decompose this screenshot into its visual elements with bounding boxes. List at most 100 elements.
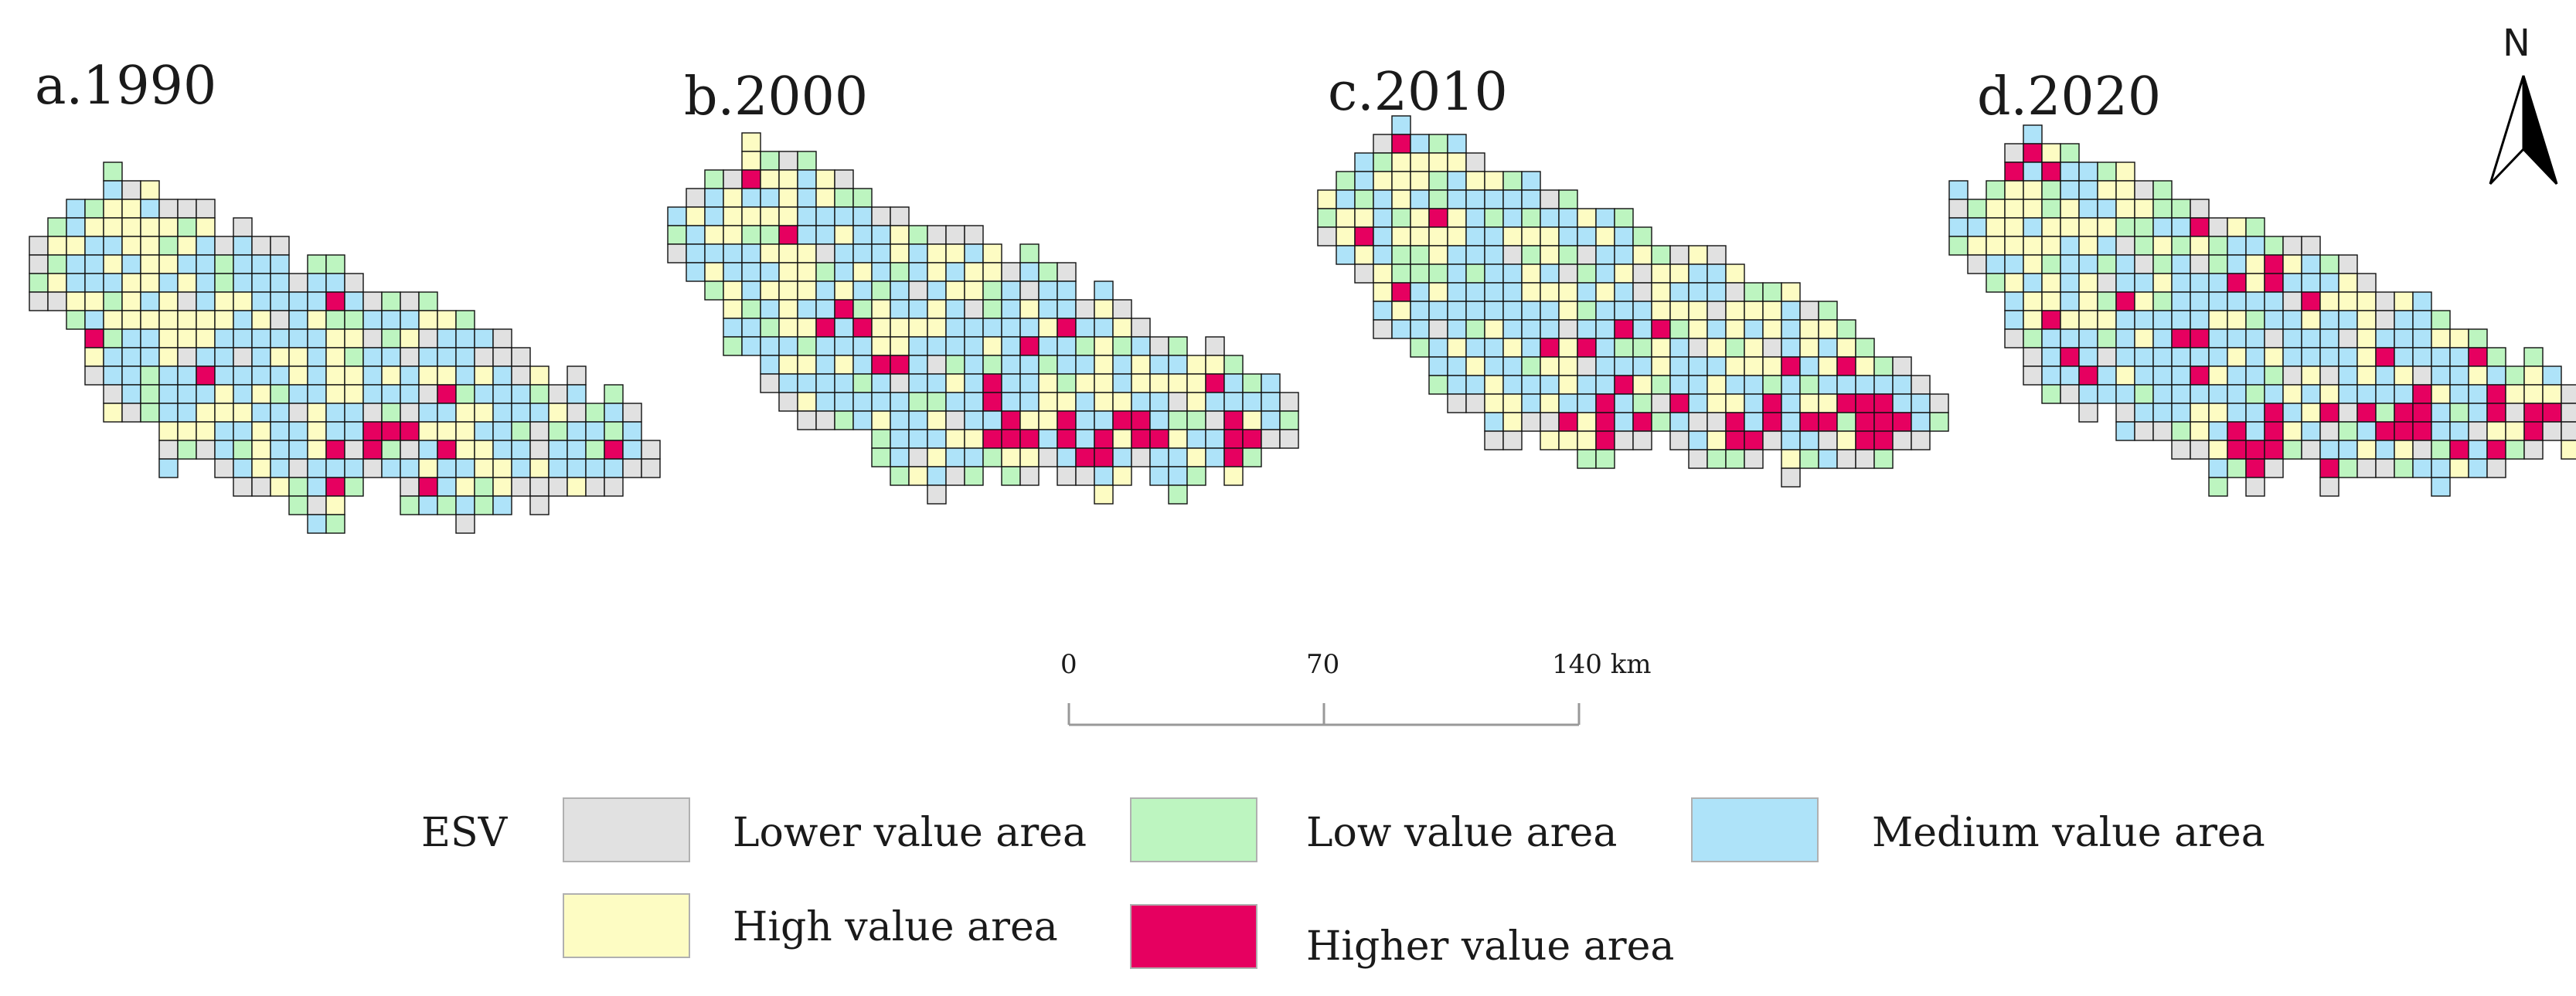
grid-cell-medium (815, 355, 835, 375)
grid-cell-high (1168, 373, 1188, 393)
grid-cell-high (2264, 347, 2284, 367)
grid-cell-higher (778, 225, 798, 245)
grid-cell-high (344, 328, 364, 348)
grid-cell-low (1744, 282, 1764, 302)
grid-cell-medium (1614, 412, 1634, 432)
grid-cell-medium (158, 458, 179, 478)
grid-cell-low (1336, 171, 1356, 191)
grid-cell-low (1558, 245, 1578, 265)
grid-cell-high (121, 291, 141, 311)
grid-cell-medium (1057, 355, 1077, 375)
grid-cell-medium (2375, 384, 2395, 404)
grid-cell-high (214, 291, 234, 311)
grid-cell-medium (1484, 263, 1504, 284)
grid-cell-high (834, 280, 854, 301)
grid-cell-medium (1873, 375, 1894, 395)
grid-cell-high (2134, 291, 2154, 311)
grid-cell-lower (2134, 254, 2154, 274)
grid-cell-medium (2171, 403, 2191, 423)
grid-cell-medium (1465, 245, 1485, 265)
grid-cell-high (2152, 273, 2173, 293)
grid-cell-high (418, 365, 438, 386)
grid-cell-high (778, 243, 798, 263)
grid-cell-low (982, 447, 1002, 467)
grid-cell-low (103, 328, 123, 348)
grid-cell-medium (1149, 392, 1169, 412)
grid-cell-medium (214, 440, 234, 460)
grid-cell-medium (2319, 347, 2339, 367)
grid-cell-higher (1725, 430, 1745, 450)
grid-cell-low (418, 291, 438, 311)
grid-cell-higher (362, 421, 383, 441)
grid-cell-lower (1373, 134, 1393, 154)
grid-cell-medium (927, 280, 947, 301)
grid-cell-medium (1410, 301, 1430, 321)
grid-cell-medium (1911, 412, 1931, 432)
grid-cell-medium (2208, 347, 2228, 367)
grid-cell-lower (1373, 319, 1393, 339)
grid-cell-high (1317, 189, 1337, 209)
grid-cell-medium (400, 310, 420, 330)
grid-cell-medium (270, 458, 290, 478)
grid-cell-low (797, 151, 817, 171)
grid-cell-high (121, 217, 141, 237)
grid-cell-lower (270, 310, 290, 330)
grid-cell-lower (908, 280, 928, 301)
grid-cell-low (2245, 384, 2265, 404)
grid-cell-high (945, 243, 965, 263)
grid-cell-low (1186, 410, 1206, 430)
grid-cell-lower (400, 347, 420, 367)
grid-cell-high (2282, 421, 2302, 441)
grid-cell-medium (585, 458, 605, 478)
grid-cell-medium (103, 236, 123, 256)
grid-cell-high (2041, 217, 2061, 237)
grid-cell-lower (2004, 328, 2024, 348)
grid-cell-lower (529, 495, 550, 515)
grid-cell-medium (760, 262, 780, 282)
grid-cell-medium (548, 458, 568, 478)
grid-cell-high (760, 243, 780, 263)
grid-cell-medium (890, 429, 910, 449)
grid-cell-medium (177, 384, 197, 404)
grid-cell-medium (1001, 318, 1021, 338)
grid-cell-medium (2412, 347, 2432, 367)
scale-tick-70: 70 (1306, 649, 1340, 680)
grid-cell-medium (2449, 421, 2469, 441)
grid-cell-high (2023, 254, 2043, 274)
legend-label-high: High value area (733, 904, 1058, 950)
grid-cell-medium (1410, 134, 1430, 154)
grid-cell-lower (362, 291, 383, 311)
grid-cell-high (2115, 365, 2135, 386)
grid-cell-higher (2227, 421, 2247, 441)
grid-cell-medium (2468, 403, 2488, 423)
grid-cell-higher (1855, 393, 1875, 413)
grid-cell-medium (196, 254, 216, 274)
grid-cell-medium (1540, 375, 1560, 395)
grid-cell-high (927, 243, 947, 263)
grid-cell-medium (1447, 301, 1467, 321)
grid-cell-medium (270, 421, 290, 441)
grid-cell-medium (723, 318, 743, 338)
grid-cell-medium (2301, 384, 2321, 404)
grid-cell-medium (251, 328, 271, 348)
grid-cell-medium (1521, 375, 1541, 395)
grid-cell-medium (2468, 458, 2488, 478)
grid-cell-lower (641, 440, 661, 460)
grid-cell-high (760, 169, 780, 189)
grid-cell-medium (233, 236, 253, 256)
grid-cell-lower (567, 403, 587, 423)
grid-cell-low (1521, 208, 1541, 228)
grid-cell-high (196, 310, 216, 330)
grid-cell-medium (418, 495, 438, 515)
grid-cell-medium (908, 355, 928, 375)
grid-cell-medium (964, 447, 984, 467)
grid-cell-high (2319, 291, 2339, 311)
grid-cell-medium (2041, 365, 2061, 386)
grid-cell-high (307, 421, 327, 441)
grid-cell-lower (2264, 328, 2284, 348)
grid-cell-medium (964, 410, 984, 430)
grid-cell-lower (29, 291, 49, 311)
grid-cell-medium (2319, 328, 2339, 348)
grid-cell-medium (2078, 161, 2098, 182)
grid-cell-medium (1707, 263, 1727, 284)
